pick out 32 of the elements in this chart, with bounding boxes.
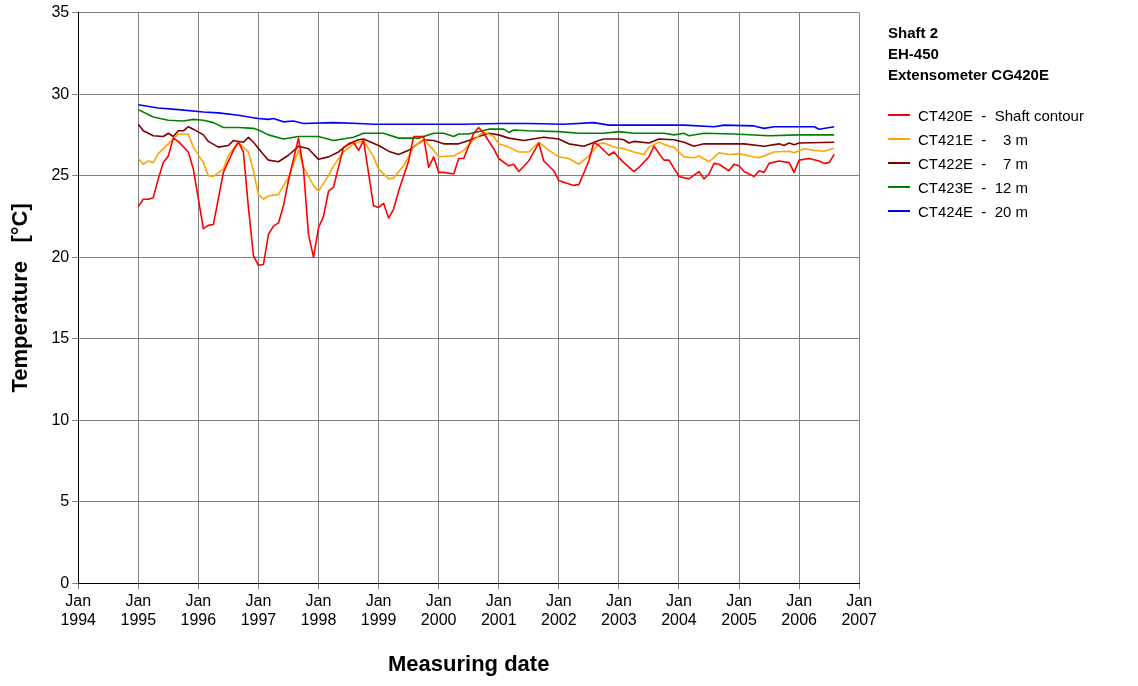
text: Extensometer CG420E bbox=[888, 65, 1050, 85]
y-tick-label: 10 bbox=[51, 410, 70, 428]
x-tick-label: Jan 2005 bbox=[721, 592, 757, 629]
y-tick-label: 20 bbox=[51, 247, 70, 265]
y-tick-label: 0 bbox=[60, 573, 70, 591]
x-tick-label: Jan 2006 bbox=[781, 592, 818, 629]
legend-label: CT423E - 12 m bbox=[918, 178, 1029, 196]
x-tick-label: Jan 2004 bbox=[661, 592, 697, 629]
x-tick-label: Jan 1999 bbox=[360, 592, 397, 629]
y-tick-label: 5 bbox=[60, 492, 70, 510]
text: EH-450 bbox=[888, 44, 940, 64]
y-tick-label: 35 bbox=[51, 3, 70, 21]
x-tick-label: Jan 1995 bbox=[120, 592, 157, 629]
x-tick-label: Jan 2003 bbox=[601, 592, 637, 629]
x-tick-label: Jan 2000 bbox=[420, 592, 457, 629]
y-tick-label: 15 bbox=[51, 329, 70, 347]
text: Shaft 2 bbox=[888, 23, 939, 43]
x-tick-label: Jan 1994 bbox=[60, 592, 97, 629]
legend-label: CT421E - 3 m bbox=[918, 130, 1029, 148]
legend-label: CT424E - 20 m bbox=[918, 202, 1029, 220]
x-tick-label: Jan 2002 bbox=[541, 592, 577, 629]
x-tick-label: Jan 1998 bbox=[300, 592, 337, 629]
legend-label: CT422E - 7 m bbox=[918, 154, 1029, 172]
legend-label: CT420E - Shaft contour bbox=[918, 106, 1084, 124]
x-axis-title: Measuring date bbox=[388, 650, 550, 676]
x-tick-label: Jan 2007 bbox=[841, 592, 878, 629]
x-tick-label: Jan 1997 bbox=[240, 592, 277, 629]
y-tick-label: 25 bbox=[51, 166, 70, 184]
x-tick-label: Jan 1996 bbox=[180, 592, 217, 629]
x-tick-label: Jan 2001 bbox=[480, 592, 517, 629]
y-tick-label: 30 bbox=[51, 84, 70, 102]
y-axis-title: Temperature [°C] bbox=[7, 203, 33, 393]
